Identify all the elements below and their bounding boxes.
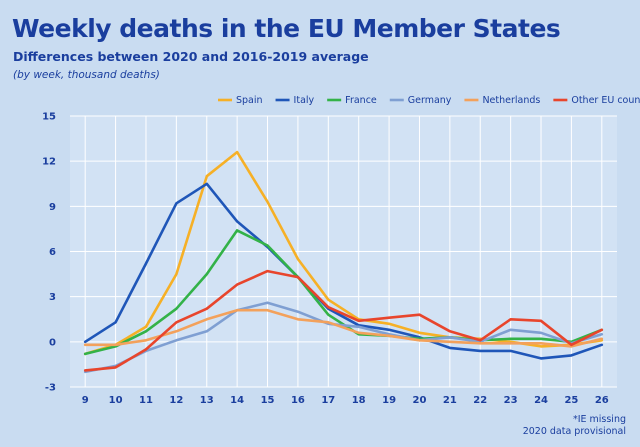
legend-label: Germany — [408, 95, 452, 106]
footnote: *IE missing 2020 data provisional — [523, 414, 626, 438]
x-tick-label: 16 — [291, 395, 305, 406]
x-tick-label: 17 — [321, 395, 335, 406]
series-line-other-eu-countries — [83, 269, 604, 372]
x-tick-label: 23 — [504, 395, 518, 406]
chart-title: Weekly deaths in the EU Member States — [12, 14, 561, 43]
x-tick-label: 26 — [595, 395, 609, 406]
x-tick-label: 20 — [413, 395, 427, 406]
y-tick-label: -3 — [45, 383, 56, 394]
x-tick-label: 10 — [109, 395, 123, 406]
series-line-netherlands — [83, 308, 604, 348]
x-tick-label: 13 — [200, 395, 214, 406]
x-tick-label: 18 — [352, 395, 366, 406]
x-tick-label: 12 — [169, 395, 183, 406]
y-tick-label: 3 — [49, 292, 56, 303]
x-tick-label: 22 — [473, 395, 487, 406]
legend-label: France — [345, 95, 377, 106]
x-tick-label: 24 — [534, 395, 548, 406]
legend-label: Italy — [294, 95, 315, 106]
footnote-provisional: 2020 data provisional — [522, 426, 626, 437]
chart-axes: -3 0 3 6 9 12 15 9 10 11 12 13 14 15 16 17 18 19 20 21 22 23 2… — [42, 112, 609, 407]
y-tick-label: 15 — [42, 112, 56, 123]
unit-note: (by week, thousand deaths) — [13, 69, 160, 81]
y-tick-label: 6 — [49, 247, 56, 258]
series-line-germany — [83, 301, 604, 374]
legend-label: Other EU countries* — [571, 95, 640, 106]
legend-label: Netherlands — [482, 95, 540, 106]
x-tick-label: 25 — [564, 395, 578, 406]
x-tick-label: 21 — [443, 395, 457, 406]
y-tick-label: 12 — [42, 157, 56, 168]
footnote-ie-missing: *IE missing — [572, 414, 626, 425]
chart-legend: Spain Italy France Germany Netherlands Other … — [218, 95, 640, 106]
x-tick-label: 15 — [261, 395, 275, 406]
chart-series-lines — [83, 150, 604, 374]
x-tick-label: 9 — [82, 395, 89, 406]
x-tick-label: 19 — [382, 395, 396, 406]
x-tick-label: 14 — [230, 395, 244, 406]
x-tick-label: 11 — [139, 395, 153, 406]
y-tick-label: 9 — [49, 202, 56, 213]
y-tick-label: 0 — [49, 337, 56, 348]
chart-subtitle: Differences between 2020 and 2016-2019 a… — [13, 49, 369, 64]
series-line-italy — [83, 182, 604, 360]
chart-grid — [70, 115, 617, 388]
legend-label: Spain — [236, 95, 263, 106]
